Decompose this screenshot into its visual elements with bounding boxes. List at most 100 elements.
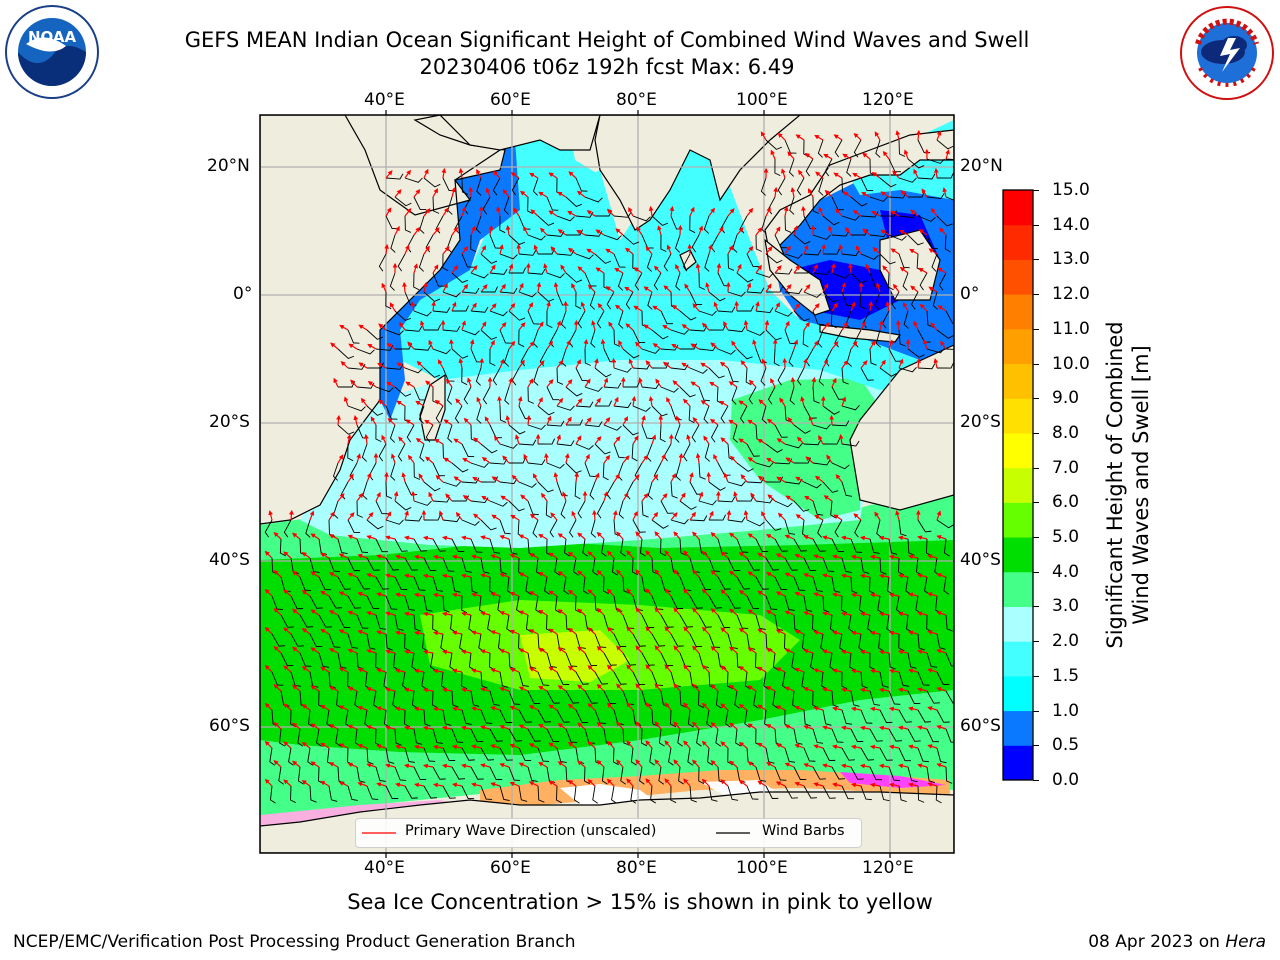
wind-barb bbox=[936, 709, 950, 723]
wind-barb bbox=[888, 766, 900, 782]
wind-barb bbox=[907, 766, 918, 783]
wind-barb bbox=[784, 595, 795, 611]
wind-barb bbox=[936, 519, 954, 529]
wind-barb bbox=[670, 481, 678, 499]
wind-barb bbox=[841, 557, 852, 573]
wind-barb bbox=[404, 177, 423, 183]
wind-barb bbox=[584, 421, 603, 428]
wind-barb bbox=[649, 747, 655, 766]
wave-direction-arrow bbox=[713, 301, 719, 312]
wave-direction-arrow bbox=[499, 244, 504, 255]
wave-direction-arrow bbox=[476, 169, 482, 179]
wind-barb bbox=[347, 329, 360, 344]
wind-barb bbox=[802, 329, 809, 348]
colorbar-tick-mark bbox=[1033, 294, 1039, 296]
colorbar-tick-mark bbox=[1033, 710, 1039, 712]
wind-barb bbox=[917, 785, 925, 803]
wind-barb bbox=[602, 462, 609, 481]
wind-barb bbox=[755, 497, 774, 504]
wind-barb bbox=[765, 443, 783, 453]
wave-direction-arrow bbox=[525, 262, 531, 274]
wind-barb bbox=[499, 671, 509, 688]
wave-direction-arrow bbox=[394, 225, 400, 236]
wind-barb bbox=[574, 481, 581, 500]
wind-barb bbox=[318, 652, 330, 668]
wave-direction-arrow bbox=[576, 229, 586, 236]
wind-barb bbox=[879, 367, 897, 377]
wind-barb bbox=[508, 766, 521, 781]
wave-direction-arrow bbox=[773, 186, 779, 198]
wind-barb bbox=[366, 557, 380, 571]
wind-barb bbox=[618, 310, 624, 329]
wind-barb bbox=[563, 576, 569, 595]
wave-direction-arrow bbox=[442, 282, 448, 293]
wave-direction-arrow bbox=[892, 170, 900, 179]
wind-barb bbox=[727, 481, 746, 487]
wave-direction-arrow bbox=[913, 168, 919, 179]
wind-barb bbox=[641, 424, 653, 440]
wind-barb bbox=[508, 457, 527, 464]
wind-barb bbox=[767, 386, 776, 405]
wave-direction-arrow bbox=[614, 267, 624, 274]
wind-barb bbox=[527, 728, 541, 742]
wind-barb bbox=[869, 690, 881, 706]
wind-barb bbox=[784, 288, 803, 295]
wind-barb bbox=[378, 253, 387, 272]
wind-barb bbox=[917, 215, 936, 222]
colorbar-segment bbox=[1003, 398, 1033, 434]
wind-barb bbox=[356, 576, 371, 590]
wind-barb bbox=[589, 481, 596, 500]
wind-barb bbox=[613, 402, 632, 409]
wind-barb bbox=[461, 519, 480, 526]
wave-direction-arrow bbox=[727, 208, 735, 217]
wind-barb bbox=[603, 234, 622, 241]
wind-barb bbox=[347, 595, 361, 609]
wind-barb bbox=[518, 747, 532, 762]
wave-direction-arrow bbox=[553, 281, 559, 293]
wind-barb bbox=[508, 310, 526, 321]
wind-barb bbox=[601, 538, 607, 557]
wind-barb bbox=[670, 785, 677, 804]
footer-credit: NCEP/EMC/Verification Post Processing Pr… bbox=[13, 932, 576, 952]
wave-direction-arrow bbox=[420, 320, 425, 331]
wave-direction-arrow bbox=[899, 266, 909, 274]
wave-direction-arrow bbox=[903, 149, 909, 160]
wind-barb bbox=[613, 329, 621, 347]
wind-barb bbox=[773, 348, 780, 367]
wave-direction-arrow bbox=[669, 205, 675, 217]
wind-barb bbox=[378, 443, 387, 462]
colorbar-tick-label: 15.0 bbox=[1052, 180, 1090, 200]
colorbar-tick-label: 14.0 bbox=[1052, 214, 1090, 235]
wind-barb bbox=[264, 519, 273, 538]
wind-barb bbox=[850, 576, 858, 594]
wind-barb bbox=[822, 557, 835, 572]
wind-barb bbox=[527, 766, 538, 782]
wind-barb bbox=[708, 324, 727, 331]
wind-barb bbox=[347, 405, 366, 412]
wave-direction-arrow bbox=[404, 169, 411, 179]
wind-barb bbox=[926, 766, 935, 784]
wave-direction-arrow bbox=[822, 283, 829, 293]
wind-barb bbox=[461, 287, 480, 294]
wind-barb bbox=[936, 671, 950, 685]
colorbar-tick-label: 13.0 bbox=[1052, 249, 1090, 270]
wind-barb bbox=[461, 709, 472, 725]
wind-barb bbox=[451, 576, 461, 593]
wind-barb bbox=[503, 196, 510, 215]
wind-barb bbox=[527, 459, 546, 466]
wind-barb bbox=[337, 614, 351, 628]
wave-direction-arrow bbox=[636, 226, 643, 236]
wind-barb bbox=[575, 671, 589, 685]
wind-barb bbox=[594, 253, 612, 264]
wind-barb bbox=[305, 519, 311, 538]
wind-barb bbox=[309, 785, 317, 803]
wind-barb bbox=[394, 576, 408, 590]
wind-barb bbox=[727, 253, 735, 271]
wave-direction-arrow bbox=[633, 305, 643, 312]
wind-barb bbox=[841, 785, 854, 800]
wind-barb bbox=[945, 690, 954, 704]
wave-direction-arrow bbox=[666, 244, 672, 255]
wind-barb bbox=[765, 557, 780, 571]
wind-barb bbox=[812, 459, 831, 466]
wind-barb bbox=[620, 766, 626, 785]
